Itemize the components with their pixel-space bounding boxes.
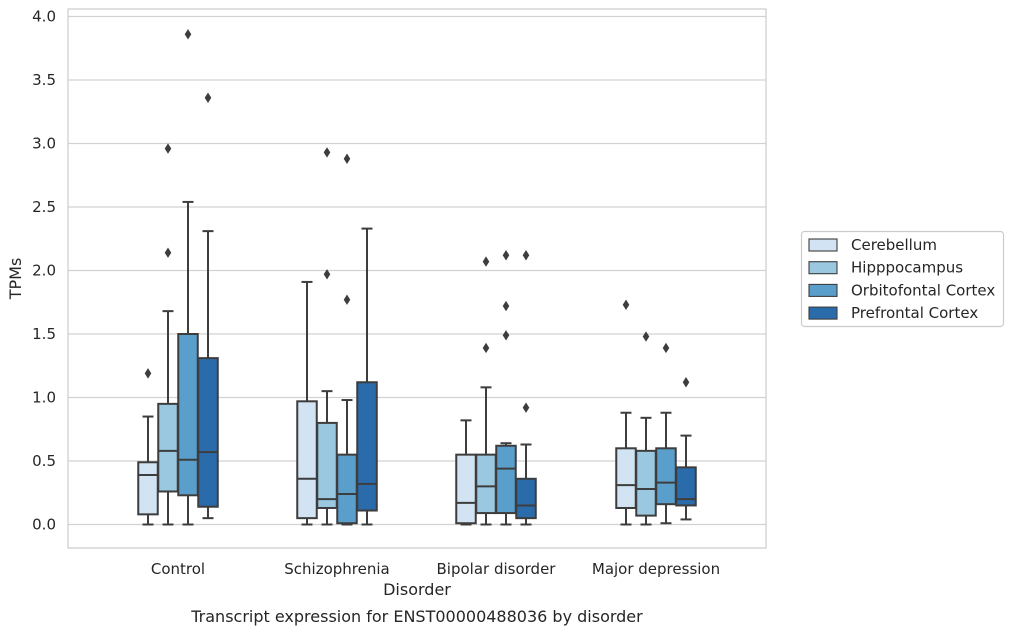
legend-frame: [800, 230, 1005, 328]
box-iqr: [137, 461, 159, 516]
x-tick-label: Schizophrenia: [284, 560, 389, 578]
box-0-2: [177, 29, 199, 526]
chart-caption: Transcript expression for ENST0000048803…: [190, 607, 643, 626]
x-tick-label: Bipolar disorder: [437, 560, 557, 578]
outlier-point: [204, 92, 212, 103]
legend-label: Orbitofontal Cortex: [851, 281, 995, 299]
box-0-1: [157, 143, 179, 526]
outlier-point: [144, 368, 152, 379]
box-iqr: [336, 453, 358, 525]
x-tick-label: Control: [151, 560, 205, 578]
box-3-2: [655, 342, 677, 525]
box-2-3: [515, 250, 537, 526]
outlier-point: [502, 250, 510, 261]
x-axis-ticks: Control Schizophrenia Bipolar disorder Majo…: [151, 560, 720, 578]
outlier-point: [502, 300, 510, 312]
legend-label: Hipppocampus: [851, 259, 963, 277]
legend: Cerebellum Hipppocampus Orbitofontal Corte…: [800, 230, 1005, 328]
outlier-point: [164, 143, 172, 154]
box-iqr: [675, 466, 697, 507]
legend-swatch: [808, 306, 838, 320]
box-iqr: [296, 400, 318, 520]
legend-label: Prefrontal Cortex: [851, 304, 978, 322]
y-tick-label: 4.0: [32, 8, 56, 26]
outlier-point: [323, 269, 331, 280]
box-iqr: [615, 447, 637, 509]
y-axis-ticks: 0.0 0.5 1.0 1.5 2.0 2.5 3.0 3.5 4.0: [32, 8, 56, 534]
outlier-point: [343, 153, 351, 164]
outlier-point: [323, 147, 331, 158]
box-iqr: [635, 449, 657, 517]
box-3-1: [635, 331, 657, 526]
boxes: [137, 29, 697, 526]
outlier-point: [662, 342, 670, 354]
plot-area-frame: [67, 8, 767, 549]
box-iqr: [197, 357, 219, 508]
box-1-3: [356, 227, 378, 526]
box-3-0: [615, 299, 637, 526]
outlier-point: [482, 256, 490, 267]
legend-swatch: [808, 261, 838, 275]
outlier-point: [343, 294, 351, 305]
box-2-2: [495, 250, 517, 526]
outlier-point: [184, 29, 192, 40]
x-axis-label: Disorder: [383, 580, 451, 599]
outlier-point: [502, 330, 510, 341]
y-tick-label: 2.0: [32, 262, 56, 280]
outlier-point: [682, 377, 690, 388]
box-iqr: [495, 444, 517, 515]
outlier-point: [164, 247, 172, 258]
box-2-1: [475, 256, 497, 526]
box-iqr: [455, 453, 477, 525]
box-iqr: [316, 421, 338, 509]
y-tick-label: 0.0: [32, 516, 56, 534]
box-1-0: [296, 280, 318, 526]
y-tick-label: 0.5: [32, 452, 56, 470]
box-0-3: [197, 92, 219, 520]
outlier-point: [642, 331, 650, 342]
y-tick-label: 1.0: [32, 389, 56, 407]
box-2-0: [455, 419, 477, 526]
outlier-point: [522, 250, 530, 261]
box-iqr: [356, 381, 378, 512]
y-tick-label: 2.5: [32, 198, 56, 216]
legend-swatch: [808, 283, 838, 297]
y-tick-label: 3.0: [32, 135, 56, 153]
outlier-point: [522, 402, 530, 413]
outlier-point: [622, 299, 630, 310]
box-iqr: [655, 447, 677, 506]
box-iqr: [177, 333, 199, 497]
box-iqr: [515, 477, 537, 520]
box-iqr: [475, 453, 497, 515]
box-1-1: [316, 147, 338, 526]
y-tick-label: 3.5: [32, 71, 56, 89]
box-iqr: [157, 402, 179, 493]
box-3-3: [675, 377, 697, 521]
outlier-point: [482, 342, 490, 354]
y-tick-label: 1.5: [32, 325, 56, 343]
box-0-0: [137, 368, 159, 526]
y-axis-label: TPMs: [6, 258, 25, 301]
box-1-2: [336, 153, 358, 526]
legend-label: Cerebellum: [851, 236, 937, 254]
legend-swatch: [808, 238, 838, 252]
x-tick-label: Major depression: [592, 560, 720, 578]
